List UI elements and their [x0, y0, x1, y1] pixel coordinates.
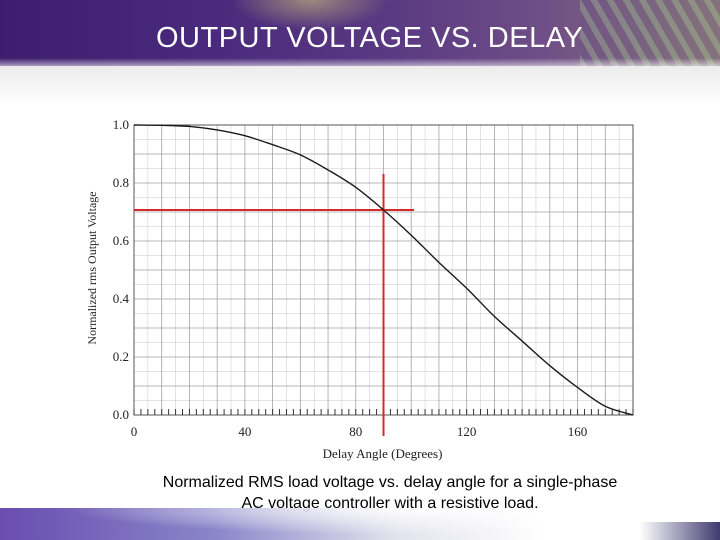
footer-band — [0, 508, 720, 540]
x-tick-label: 120 — [457, 424, 477, 439]
footer-wave — [0, 508, 720, 540]
header-fade — [0, 66, 720, 106]
y-tick-label: 0.6 — [113, 233, 130, 248]
y-tick-label: 1.0 — [113, 117, 129, 132]
caption-line-2: AC voltage controller with a resistive l… — [241, 495, 539, 512]
caption-line-1: Normalized RMS load voltage vs. delay an… — [162, 474, 618, 491]
y-tick-label: 0.4 — [113, 291, 130, 306]
x-tick-label: 40 — [238, 424, 251, 439]
figure-caption: Normalized RMS load voltage vs. delay an… — [100, 472, 680, 514]
footer-flag — [640, 522, 720, 540]
y-tick-label: 0.0 — [113, 407, 129, 422]
y-axis-label: Normalized rms Output Voltage — [85, 191, 99, 344]
rms-voltage-curve — [133, 124, 634, 416]
y-tick-label: 0.2 — [113, 349, 129, 364]
title-decoration-stripes — [580, 0, 720, 66]
x-tick-label: 80 — [349, 424, 362, 439]
x-tick-label: 160 — [568, 424, 588, 439]
title-bar: OUTPUT VOLTAGE VS. DELAY — [0, 0, 720, 66]
y-tick-label: 0.8 — [113, 175, 129, 190]
x-axis-label: Delay Angle (Degrees) — [323, 446, 443, 461]
x-tick-label: 0 — [131, 424, 138, 439]
slide-title: OUTPUT VOLTAGE VS. DELAY — [156, 22, 584, 54]
title-bar-shine — [0, 58, 720, 66]
